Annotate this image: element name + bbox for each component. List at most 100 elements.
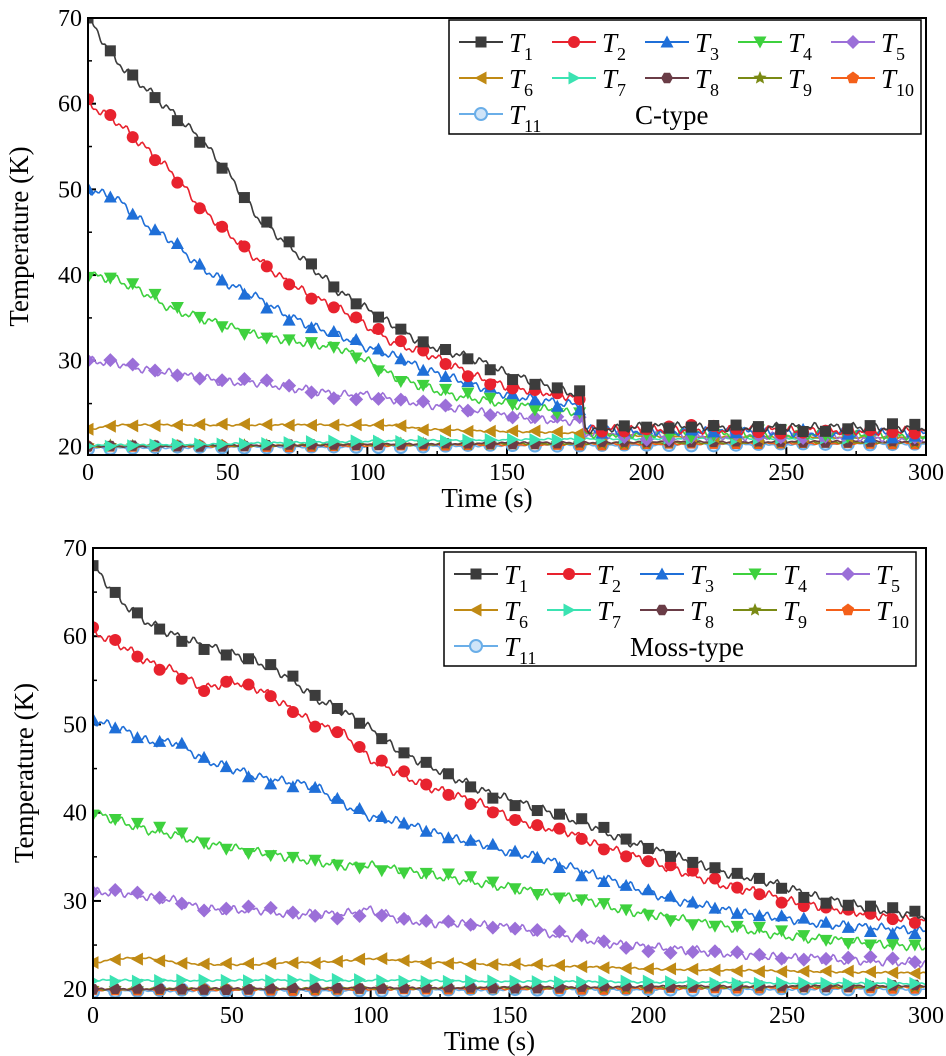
x-tick-label: 0 bbox=[87, 1003, 99, 1029]
legend-marker bbox=[660, 35, 674, 48]
y-tick-label: 70 bbox=[58, 6, 82, 32]
data-point-T7 bbox=[887, 977, 900, 991]
series-T7 bbox=[94, 972, 925, 991]
y-tick-label: 30 bbox=[63, 889, 87, 915]
legend-label-T3: T3 bbox=[695, 28, 719, 64]
data-point-T2 bbox=[486, 806, 499, 819]
data-point-T1 bbox=[709, 862, 721, 874]
series-line-T2 bbox=[94, 627, 925, 927]
data-point-T5 bbox=[130, 885, 145, 900]
data-point-T2 bbox=[597, 843, 610, 856]
data-point-T3 bbox=[664, 889, 678, 902]
data-point-T6 bbox=[464, 958, 477, 972]
data-point-T5 bbox=[527, 410, 542, 425]
series-T5 bbox=[94, 883, 925, 970]
data-point-T1 bbox=[531, 805, 543, 817]
series-line-T6 bbox=[94, 956, 925, 975]
data-point-T3 bbox=[94, 714, 100, 725]
data-point-T7 bbox=[598, 975, 611, 989]
legend-item-T6: T6 bbox=[459, 64, 533, 100]
data-point-T3 bbox=[416, 363, 430, 376]
legend-label-T1: T1 bbox=[504, 560, 528, 596]
legend-item-T4: T4 bbox=[738, 28, 812, 64]
data-point-T2 bbox=[353, 740, 366, 753]
data-point-T5 bbox=[148, 363, 163, 378]
data-point-T2 bbox=[642, 855, 655, 868]
data-point-T4 bbox=[353, 862, 367, 875]
data-point-T7 bbox=[265, 974, 278, 988]
data-point-T5 bbox=[752, 947, 767, 962]
data-point-T4 bbox=[170, 302, 184, 315]
data-point-T5 bbox=[259, 373, 274, 388]
data-point-T1 bbox=[730, 419, 742, 431]
data-point-T6 bbox=[664, 962, 677, 976]
data-point-T7 bbox=[373, 434, 386, 448]
data-point-T6 bbox=[619, 961, 632, 975]
data-point-T4 bbox=[375, 865, 389, 878]
data-point-T4 bbox=[863, 939, 877, 952]
data-point-T5 bbox=[215, 373, 230, 388]
data-point-T2 bbox=[126, 131, 139, 144]
legend-marker bbox=[846, 71, 860, 84]
legend-label-T5: T5 bbox=[876, 560, 900, 596]
data-point-T1 bbox=[551, 382, 563, 394]
data-point-T1 bbox=[798, 891, 810, 903]
data-point-T7 bbox=[309, 973, 322, 987]
data-point-T6 bbox=[103, 419, 116, 433]
data-point-T3 bbox=[372, 342, 386, 355]
data-point-T3 bbox=[241, 770, 255, 783]
data-point-T5 bbox=[419, 913, 434, 928]
data-point-T4 bbox=[752, 921, 766, 934]
data-point-T2 bbox=[109, 633, 122, 646]
data-point-T5 bbox=[237, 372, 252, 387]
data-point-T1 bbox=[484, 364, 496, 376]
data-point-T1 bbox=[797, 426, 809, 438]
data-point-T4 bbox=[775, 925, 789, 938]
y-tick-label: 50 bbox=[58, 177, 82, 203]
data-point-T2 bbox=[397, 765, 410, 778]
data-point-T7 bbox=[440, 434, 453, 448]
data-point-T2 bbox=[309, 720, 322, 733]
x-axis-label: Time (s) bbox=[444, 1026, 535, 1056]
data-point-T2 bbox=[417, 344, 430, 357]
data-point-T3 bbox=[394, 352, 408, 365]
data-point-T6 bbox=[439, 424, 452, 438]
series-line-T1 bbox=[90, 19, 925, 435]
data-point-T7 bbox=[731, 976, 744, 990]
legend-marker bbox=[474, 107, 488, 121]
data-point-T5 bbox=[483, 408, 498, 423]
data-point-T4 bbox=[130, 817, 144, 830]
data-point-T3 bbox=[863, 925, 877, 938]
legend-item-T10: T10 bbox=[826, 596, 909, 632]
legend-label-T7: T7 bbox=[597, 596, 621, 632]
plot-area bbox=[89, 19, 925, 454]
data-point-T5 bbox=[596, 934, 611, 949]
data-point-T5 bbox=[197, 903, 212, 918]
legend-marker bbox=[474, 71, 487, 85]
data-point-T6 bbox=[126, 419, 139, 433]
data-point-T7 bbox=[216, 437, 229, 451]
series-line-T1 bbox=[94, 563, 925, 920]
data-point-T1 bbox=[261, 216, 273, 228]
legend-item-T8: T8 bbox=[640, 596, 714, 632]
data-point-T1 bbox=[752, 421, 764, 433]
legend-label-T4: T4 bbox=[783, 560, 807, 596]
data-point-T2 bbox=[89, 93, 94, 106]
data-point-T1 bbox=[283, 236, 295, 248]
data-point-T3 bbox=[908, 927, 922, 940]
data-point-T1 bbox=[465, 781, 477, 793]
data-point-T3 bbox=[797, 911, 811, 924]
data-point-T3 bbox=[641, 883, 655, 896]
data-point-T4 bbox=[552, 892, 566, 905]
data-point-T4 bbox=[483, 392, 497, 405]
data-point-T1 bbox=[775, 423, 787, 435]
data-point-T5 bbox=[438, 398, 453, 413]
data-point-T2 bbox=[327, 301, 340, 314]
legend-label-T1: T1 bbox=[509, 28, 533, 64]
data-point-T7 bbox=[529, 433, 542, 447]
series-line-T8 bbox=[89, 439, 925, 448]
data-point-T5 bbox=[530, 922, 545, 937]
data-point-T6 bbox=[419, 956, 432, 970]
legend-item-T9: T9 bbox=[738, 64, 812, 100]
data-point-T7 bbox=[131, 974, 144, 988]
